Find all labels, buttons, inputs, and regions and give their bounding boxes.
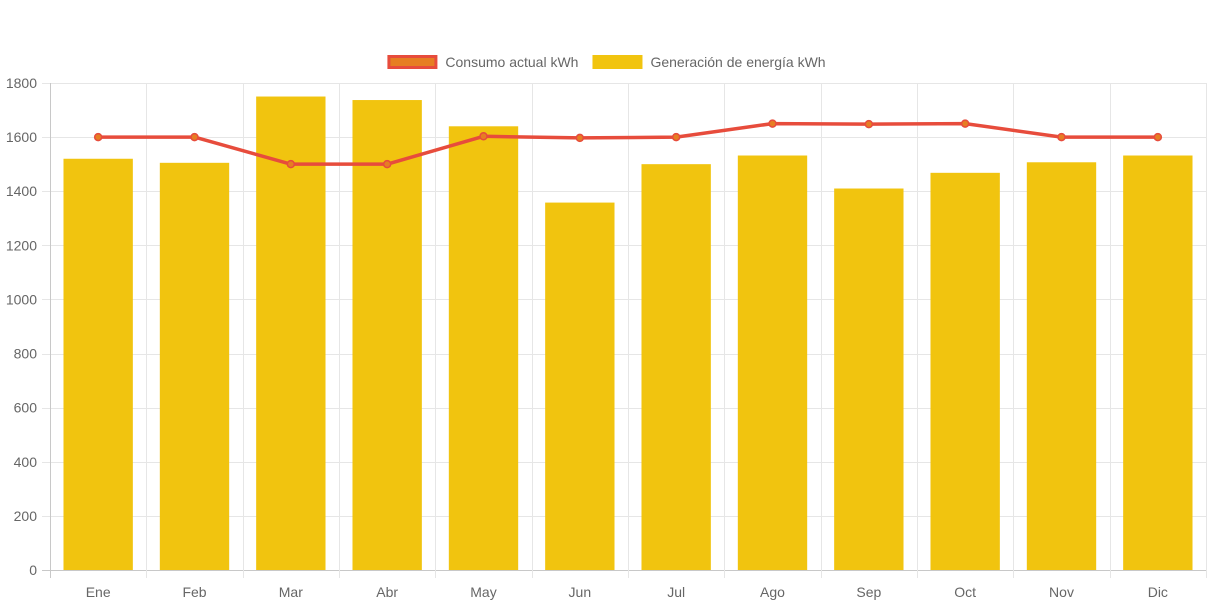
line-point-jun[interactable] — [575, 133, 585, 143]
consumption-line — [98, 121, 1158, 166]
y-tick-label: 600 — [14, 400, 38, 416]
legend-swatch — [592, 55, 643, 69]
y-tick-label: 1600 — [6, 129, 37, 145]
line-series — [93, 119, 1163, 169]
legend[interactable]: Consumo actual kWh Generación de energía … — [387, 54, 826, 70]
legend-label: Generación de energía kWh — [650, 54, 825, 70]
line-point-ene[interactable] — [93, 132, 103, 142]
x-tick-label: Oct — [954, 584, 976, 600]
grid — [42, 83, 1207, 578]
bar-jul[interactable] — [641, 164, 711, 570]
bar-oct[interactable] — [930, 172, 1000, 570]
bar-ene[interactable] — [63, 158, 133, 570]
y-tick-label: 400 — [14, 454, 38, 470]
legend-label: Consumo actual kWh — [445, 54, 578, 70]
x-tick-label: May — [470, 584, 496, 600]
bar-feb[interactable] — [159, 162, 230, 570]
line-point-mar[interactable] — [286, 159, 296, 169]
y-tick-label: 1400 — [6, 183, 37, 199]
bar-dic[interactable] — [1123, 155, 1193, 570]
axes: 0 200 400 600 800 1000 1200 1400 1600 1800 Ene Feb M… — [6, 75, 1168, 600]
x-tick-label: Jun — [569, 584, 592, 600]
line-point-jul[interactable] — [671, 132, 681, 142]
y-tick-label: 1200 — [6, 237, 37, 253]
y-tick-label: 800 — [14, 346, 38, 362]
legend-item-generacion[interactable]: Generación de energía kWh — [592, 54, 826, 70]
x-tick-label: Ago — [760, 584, 785, 600]
x-tick-label: Dic — [1148, 584, 1168, 600]
x-tick-label: Feb — [182, 584, 206, 600]
bar-may[interactable] — [448, 126, 519, 571]
x-tick-label: Ene — [86, 584, 111, 600]
x-tick-label: Sep — [856, 584, 881, 600]
line-point-ago[interactable] — [768, 119, 777, 128]
legend-swatch — [387, 55, 438, 69]
y-tick-label: 200 — [14, 508, 38, 524]
y-tick-label: 1000 — [6, 291, 37, 307]
line-point-sep[interactable] — [864, 119, 874, 129]
bar-ago[interactable] — [737, 155, 808, 570]
bar-jun[interactable] — [545, 202, 615, 570]
y-tick-label: 0 — [29, 562, 37, 578]
line-point-feb[interactable] — [190, 132, 199, 142]
y-tick-label: 1800 — [6, 75, 37, 91]
legend-item-consumo[interactable]: Consumo actual kWh — [387, 54, 579, 70]
x-tick-label: Mar — [279, 584, 303, 600]
x-tick-label: Nov — [1049, 584, 1074, 600]
bar-abr[interactable] — [352, 100, 422, 571]
line-point-dic[interactable] — [1153, 132, 1163, 142]
bar-series — [63, 96, 1193, 571]
line-point-oct[interactable] — [960, 119, 970, 128]
line-point-abr[interactable] — [382, 159, 392, 169]
bar-nov[interactable] — [1026, 162, 1097, 571]
line-point-may[interactable] — [479, 132, 488, 141]
x-tick-label: Jul — [667, 584, 685, 600]
line-point-nov[interactable] — [1057, 132, 1066, 142]
bar-sep[interactable] — [834, 188, 904, 570]
bar-mar[interactable] — [256, 96, 326, 571]
x-tick-label: Abr — [376, 584, 398, 600]
